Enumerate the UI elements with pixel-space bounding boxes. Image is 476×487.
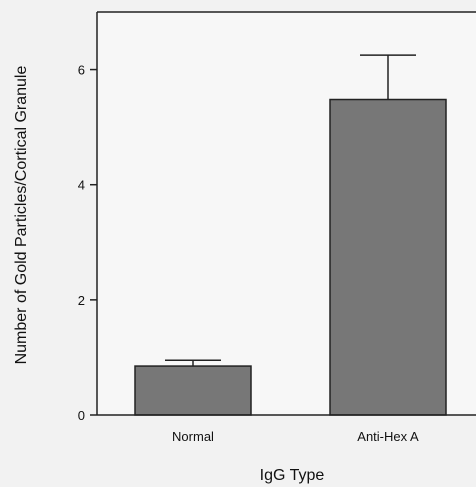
x-axis-title: IgG Type [260,467,325,484]
bar-anti-hex-a [329,98,447,416]
y-axis-title: Number of Gold Particles/Cortical Granul… [13,66,30,365]
x-tick-label: Normal [172,429,214,444]
plot-area [97,12,476,416]
y-tick-label: 0 [78,408,85,423]
y-tick-label: 2 [78,293,85,308]
y-tick-label: 4 [78,178,85,193]
x-tick-label: Anti-Hex A [357,429,419,444]
axes: Normal Anti-Hex A 0 2 4 6 [78,11,476,444]
bar-normal [134,365,252,416]
y-tick-label: 6 [78,63,85,78]
